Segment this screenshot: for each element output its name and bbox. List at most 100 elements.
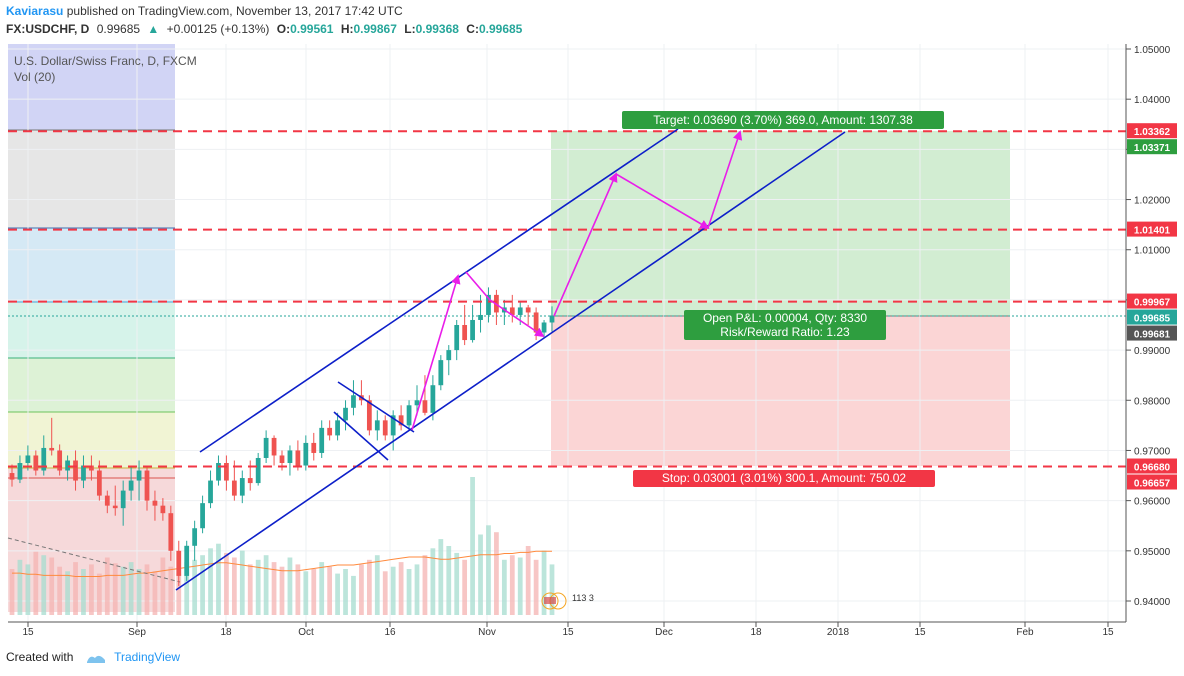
candle xyxy=(104,490,110,514)
author-name[interactable]: Kaviarasu xyxy=(6,4,64,18)
volume-bar xyxy=(478,534,483,615)
x-tick-label: Oct xyxy=(298,627,314,638)
candle xyxy=(65,455,70,481)
candle xyxy=(216,455,221,486)
candle xyxy=(17,455,23,484)
candle xyxy=(374,410,380,441)
candle xyxy=(73,450,78,491)
volume-bar xyxy=(351,575,356,615)
stop-label[interactable]: Stop: 0.03001 (3.01%) 300.1, Amount: 750… xyxy=(633,470,935,487)
candle xyxy=(454,319,460,361)
pnl-label-text: Open P&L: 0.00004, Qty: 8330 xyxy=(703,311,867,325)
target-label[interactable]: Target: 0.03690 (3.70%) 369.0, Amount: 1… xyxy=(622,111,944,129)
volume-bar xyxy=(112,563,118,615)
volume-bar xyxy=(311,569,317,615)
candle xyxy=(382,415,388,441)
volume-bar xyxy=(65,571,70,615)
volume-bars xyxy=(9,477,555,615)
candle xyxy=(422,375,428,416)
candle xyxy=(295,440,301,471)
low-value: 0.99368 xyxy=(415,22,459,36)
candle xyxy=(271,435,277,466)
volume-bar xyxy=(104,557,110,615)
stop-label-text: Stop: 0.03001 (3.01%) 300.1, Amount: 750… xyxy=(662,471,907,485)
candle xyxy=(128,465,134,501)
volume-ma-line xyxy=(12,550,552,577)
price-tag-label: 1.03371 xyxy=(1134,143,1171,154)
close-value: 0.99685 xyxy=(478,22,523,36)
volume-bar xyxy=(57,566,63,615)
close-label: C: xyxy=(466,22,479,36)
candle xyxy=(168,505,174,561)
rr-label-text: Risk/Reward Ratio: 1.23 xyxy=(720,325,850,339)
candle xyxy=(351,380,356,416)
candle xyxy=(430,375,436,421)
volume-bar xyxy=(144,564,150,615)
price-tag-label: 1.01401 xyxy=(1134,226,1171,237)
candle xyxy=(89,455,94,481)
candle xyxy=(81,455,86,489)
candle xyxy=(494,289,499,325)
projection-arrows xyxy=(411,130,743,431)
volume-bar xyxy=(517,557,523,615)
x-tick-label: 15 xyxy=(22,627,34,638)
flag-upper-line xyxy=(337,381,415,433)
candle xyxy=(263,430,269,463)
volume-bar xyxy=(17,559,23,615)
pnl-label[interactable]: Open P&L: 0.00004, Qty: 8330 Risk/Reward… xyxy=(684,310,886,340)
volume-bar xyxy=(430,548,436,615)
volume-bar xyxy=(176,573,182,615)
price-tag-label: 0.96680 xyxy=(1134,463,1171,474)
candle xyxy=(184,540,190,581)
volume-bar xyxy=(271,562,277,615)
news-flag-label: 113 3 xyxy=(572,593,594,603)
volume-bar xyxy=(295,564,301,615)
volume-bar xyxy=(33,551,39,615)
x-tick-label: Sep xyxy=(128,627,146,638)
price-tag-label: 0.99681 xyxy=(1134,330,1171,341)
volume-bar xyxy=(184,562,190,615)
price-tag: 0.96657 xyxy=(1127,474,1177,490)
volume-bar xyxy=(366,559,372,615)
candle xyxy=(33,450,39,476)
candle xyxy=(41,435,47,476)
candle xyxy=(160,498,166,521)
x-tick-label: Nov xyxy=(478,627,496,638)
dashed-levels xyxy=(8,130,1126,468)
volume-bar xyxy=(73,562,78,615)
candle xyxy=(136,460,142,501)
volume-bar xyxy=(263,555,269,615)
price-tag: 0.96680 xyxy=(1127,458,1177,474)
volume-bar xyxy=(303,571,309,615)
volume-bar xyxy=(9,569,15,615)
candle xyxy=(57,444,63,476)
candle xyxy=(343,400,348,431)
volume-bar xyxy=(96,573,102,615)
candle xyxy=(478,294,483,333)
news-flag-icon[interactable]: 113 3 xyxy=(541,592,594,610)
volume-bar xyxy=(501,559,507,615)
candle xyxy=(501,299,507,325)
y-tick-label: 0.94000 xyxy=(1134,597,1171,608)
price-tag-label: 1.03362 xyxy=(1134,127,1171,138)
candle xyxy=(438,355,444,391)
candle xyxy=(398,405,404,431)
symbol-label[interactable]: FX:USDCHF, D xyxy=(6,22,90,36)
candle xyxy=(462,304,468,346)
volume-bar xyxy=(541,550,547,615)
x-tick-label: 18 xyxy=(750,627,762,638)
volume-bar xyxy=(446,546,452,615)
price-tag: 1.03362 xyxy=(1127,123,1177,139)
volume-bar xyxy=(470,477,475,615)
price-tag: 0.99681 xyxy=(1127,325,1177,341)
time-axis[interactable]: 15 Sep 18 Oct 16 Nov 15 Dec 18 2018 15 Feb 15 xyxy=(22,622,1114,638)
volume-bar xyxy=(279,566,285,615)
past-wave-arrow xyxy=(411,274,461,431)
volume-bar xyxy=(438,539,444,615)
candle xyxy=(247,460,253,491)
tradingview-brand-link[interactable]: TradingView xyxy=(114,650,181,664)
ascending-channel xyxy=(175,128,846,591)
candle xyxy=(525,304,531,325)
projection-up-arrow xyxy=(553,172,618,317)
